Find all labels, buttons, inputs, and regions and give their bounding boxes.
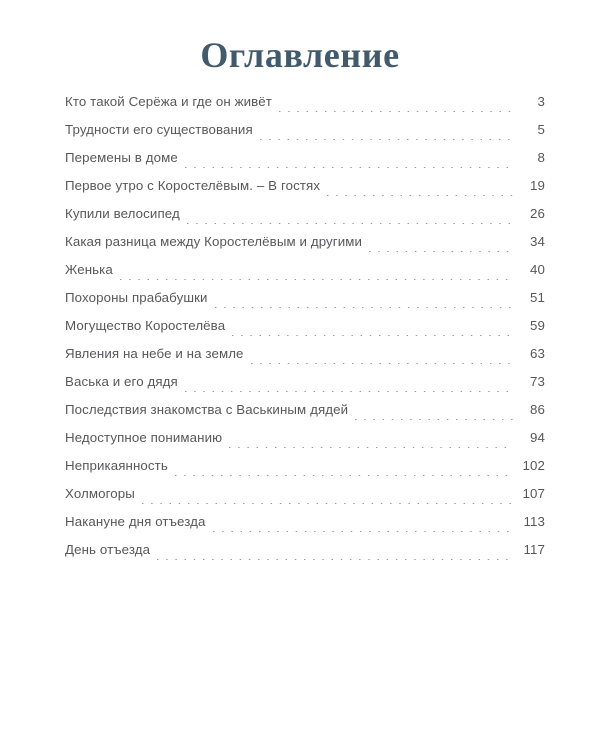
toc-entry[interactable]: Женька 40	[65, 256, 545, 284]
toc-entry-page-number: 5	[537, 122, 545, 137]
toc-entry[interactable]: Накануне дня отъезда 113	[65, 508, 545, 536]
dot-leader	[174, 475, 513, 476]
toc-entry-page-number: 94	[530, 430, 545, 445]
toc-entry-page-number: 3	[537, 94, 545, 109]
toc-entry-title: Неприкаянность	[65, 458, 168, 473]
toc-entry-page-number: 51	[530, 290, 545, 305]
toc-entry[interactable]: Неприкаянность 102	[65, 452, 545, 480]
dot-leader	[369, 251, 513, 252]
toc-entry[interactable]: Похороны прабабушки 51	[65, 284, 545, 312]
toc-entry[interactable]: Холмогоры 107	[65, 480, 545, 508]
toc-entry-title: Накануне дня отъезда	[65, 514, 206, 529]
toc-entry[interactable]: Могущество Коростелёва 59	[65, 312, 545, 340]
toc-entry-title: Трудности его существования	[65, 122, 253, 137]
toc-entry-title: День отъезда	[65, 542, 151, 557]
dot-leader	[119, 279, 513, 280]
toc-entry-title: Купили велосипед	[65, 206, 180, 221]
toc-entry-title: Явления на небе и на земле	[65, 346, 244, 361]
toc-entry-title: Последствия знакомства с Васькиным дядей	[65, 402, 349, 417]
toc-entry-title: Первое утро с Коростелёвым. – В гостях	[65, 178, 321, 193]
toc-entry-page-number: 26	[530, 206, 545, 221]
toc-entry[interactable]: Кто такой Серёжа и где он живёт 3	[65, 88, 545, 116]
dot-leader	[250, 363, 513, 364]
page-title: Оглавление	[200, 35, 400, 75]
toc-entry[interactable]: Недоступное пониманию 94	[65, 424, 545, 452]
dot-leader	[229, 447, 513, 448]
dot-leader	[157, 559, 513, 560]
toc-entry-page-number: 117	[523, 542, 545, 557]
toc-entry-title: Кто такой Серёжа и где он живёт	[65, 94, 272, 109]
toc-entry-page-number: 40	[530, 262, 545, 277]
toc-entry-title: Какая разница между Коростелёвым и други…	[65, 234, 363, 249]
toc-entry-page-number: 63	[530, 346, 545, 361]
toc-entry-page-number: 102	[522, 458, 545, 473]
toc-entry[interactable]: Первое утро с Коростелёвым. – В гостях 1…	[65, 172, 545, 200]
toc-entry[interactable]: Явления на небе и на земле 63	[65, 340, 545, 368]
toc-entry[interactable]: Трудности его существования 5	[65, 116, 545, 144]
dot-leader	[355, 419, 513, 420]
toc-entry-page-number: 8	[537, 150, 545, 165]
toc-entry-title: Похороны прабабушки	[65, 290, 208, 305]
dot-leader	[141, 503, 513, 504]
dot-leader	[327, 195, 513, 196]
dot-leader	[259, 139, 513, 140]
toc-entry-title: Могущество Коростелёва	[65, 318, 226, 333]
toc-entry-title: Перемены в доме	[65, 150, 178, 165]
dot-leader	[279, 111, 513, 112]
toc-entry-page-number: 59	[530, 318, 545, 333]
toc-entry-title: Недоступное пониманию	[65, 430, 223, 445]
toc-entry-title: Васька и его дядя	[65, 374, 178, 389]
toc-entry-page-number: 19	[530, 178, 545, 193]
toc-entry[interactable]: Купили велосипед 26	[65, 200, 545, 228]
toc-entry-title: Женька	[65, 262, 113, 277]
toc-entry[interactable]: День отъезда 117	[65, 536, 545, 564]
toc-entry[interactable]: Последствия знакомства с Васькиным дядей…	[65, 396, 545, 424]
table-of-contents-list: Кто такой Серёжа и где он живёт 3 Трудно…	[65, 88, 545, 564]
toc-entry-page-number: 73	[530, 374, 545, 389]
toc-entry[interactable]: Перемены в доме 8	[65, 144, 545, 172]
dot-leader	[232, 335, 513, 336]
dot-leader	[214, 307, 513, 308]
toc-entry[interactable]: Какая разница между Коростелёвым и други…	[65, 228, 545, 256]
dot-leader	[184, 167, 513, 168]
toc-entry-page-number: 113	[523, 514, 545, 529]
toc-entry-title: Холмогоры	[65, 486, 135, 501]
toc-entry-page-number: 107	[522, 486, 545, 501]
toc-entry-page-number: 86	[530, 402, 545, 417]
dot-leader	[186, 223, 513, 224]
toc-entry[interactable]: Васька и его дядя 73	[65, 368, 545, 396]
dot-leader	[184, 391, 513, 392]
toc-entry-page-number: 34	[530, 234, 545, 249]
dot-leader	[212, 531, 514, 532]
